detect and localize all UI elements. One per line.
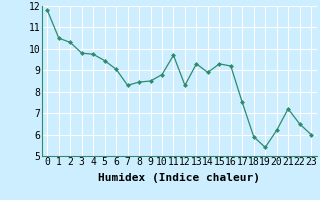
X-axis label: Humidex (Indice chaleur): Humidex (Indice chaleur) (98, 173, 260, 183)
